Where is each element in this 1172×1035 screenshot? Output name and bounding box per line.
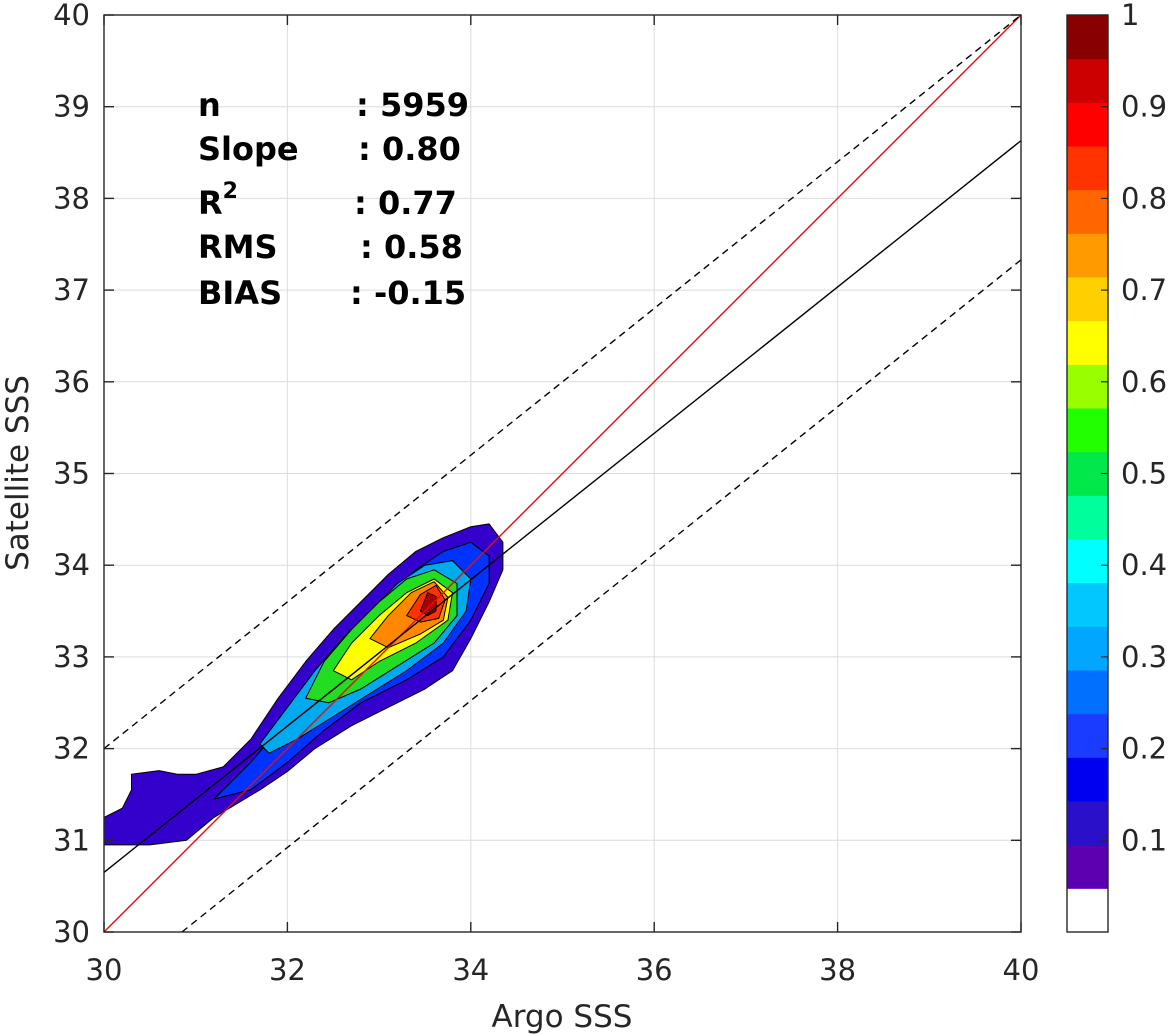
colorbar-segment <box>1067 364 1108 409</box>
y-tick-label: 31 <box>53 823 90 857</box>
stat-bias-value: : -0.15 <box>350 274 466 312</box>
colorbar-segment <box>1067 102 1108 147</box>
colorbar-tick-label: 1 <box>1121 0 1139 32</box>
stat-n-value: : 5959 <box>356 86 469 124</box>
colorbar-segment <box>1067 844 1108 889</box>
regression-upper-line <box>104 15 1021 750</box>
stat-slope-label: Slope <box>198 130 299 168</box>
y-tick-label: 35 <box>53 457 90 491</box>
stat-rms-value: : 0.58 <box>360 228 463 266</box>
colorbar-segment <box>1067 58 1108 103</box>
stat-bias-label: BIAS <box>198 274 282 312</box>
colorbar-segment <box>1067 146 1108 191</box>
x-axis-label: Argo SSS <box>492 999 633 1035</box>
fit-lines <box>104 15 1021 932</box>
x-tick-label: 38 <box>819 953 856 987</box>
x-tick-label: 32 <box>269 953 306 987</box>
colorbar-segment <box>1067 539 1108 584</box>
colorbar-tick-label: 0.1 <box>1121 823 1167 857</box>
stat-n-label: n <box>198 86 221 124</box>
x-tick-label: 34 <box>452 953 489 987</box>
colorbar-tick-label: 0.7 <box>1121 273 1167 307</box>
colorbar-tick-label: 0.8 <box>1121 181 1167 215</box>
stat-r2-superscript: 2 <box>223 179 238 204</box>
colorbar-segment <box>1067 15 1108 60</box>
colorbar-segment <box>1067 757 1108 802</box>
colorbar-segment <box>1067 713 1108 758</box>
x-tick-label: 30 <box>86 953 123 987</box>
colorbar-ticks: 0.1 0.2 0.3 0.4 0.5 0.6 0.7 0.8 0.9 1 <box>1101 0 1167 857</box>
colorbar-segment <box>1067 277 1108 322</box>
colorbar-tick-label: 0.4 <box>1121 548 1167 582</box>
colorbar-segment <box>1067 888 1108 933</box>
colorbar-tick-label: 0.6 <box>1121 365 1167 399</box>
colorbar-tick-label: 0.2 <box>1121 732 1167 766</box>
colorbar-segment <box>1067 320 1108 365</box>
one-to-one-line <box>104 15 1021 932</box>
regression-line <box>104 140 1021 873</box>
y-tick-label: 36 <box>53 365 90 399</box>
y-tick-label: 38 <box>53 181 90 215</box>
x-tick-label: 36 <box>636 953 673 987</box>
colorbar-segment <box>1067 670 1108 715</box>
stat-rms-label: RMS <box>198 228 278 266</box>
colorbar-segment <box>1067 408 1108 453</box>
colorbar-segment <box>1067 626 1108 671</box>
statistics-box: n : 5959 Slope : 0.80 R2 : 0.77 RMS : 0.… <box>198 86 469 312</box>
y-tick-label: 37 <box>53 273 90 307</box>
x-tick-label: 40 <box>1003 953 1040 987</box>
stat-slope-value: : 0.80 <box>358 130 461 168</box>
y-tick-label: 33 <box>53 640 90 674</box>
colorbar-segment <box>1067 233 1108 278</box>
y-tick-label: 40 <box>53 0 90 32</box>
y-tick-label: 39 <box>53 90 90 124</box>
colorbar-segment <box>1067 495 1108 540</box>
y-axis-ticks: 30 31 32 33 34 35 36 37 38 39 40 <box>53 0 1021 949</box>
stat-r2-value: : 0.77 <box>354 184 457 222</box>
colorbar-segment <box>1067 582 1108 627</box>
y-axis-label: Satellite SSS <box>0 375 36 571</box>
y-tick-label: 30 <box>53 915 90 949</box>
stat-r2-label: R2 <box>198 179 238 222</box>
stat-r2-base: R <box>198 184 223 222</box>
x-axis-ticks: 30 32 34 36 38 40 <box>86 15 1040 987</box>
colorbar-tick-label: 0.3 <box>1121 640 1167 674</box>
y-tick-label: 34 <box>53 548 90 582</box>
colorbar-segment <box>1067 801 1108 846</box>
colorbar <box>1066 14 1109 933</box>
y-tick-label: 32 <box>53 732 90 766</box>
colorbar-tick-label: 0.5 <box>1121 457 1167 491</box>
colorbar-tick-label: 0.9 <box>1121 90 1167 124</box>
colorbar-segment <box>1067 189 1108 234</box>
